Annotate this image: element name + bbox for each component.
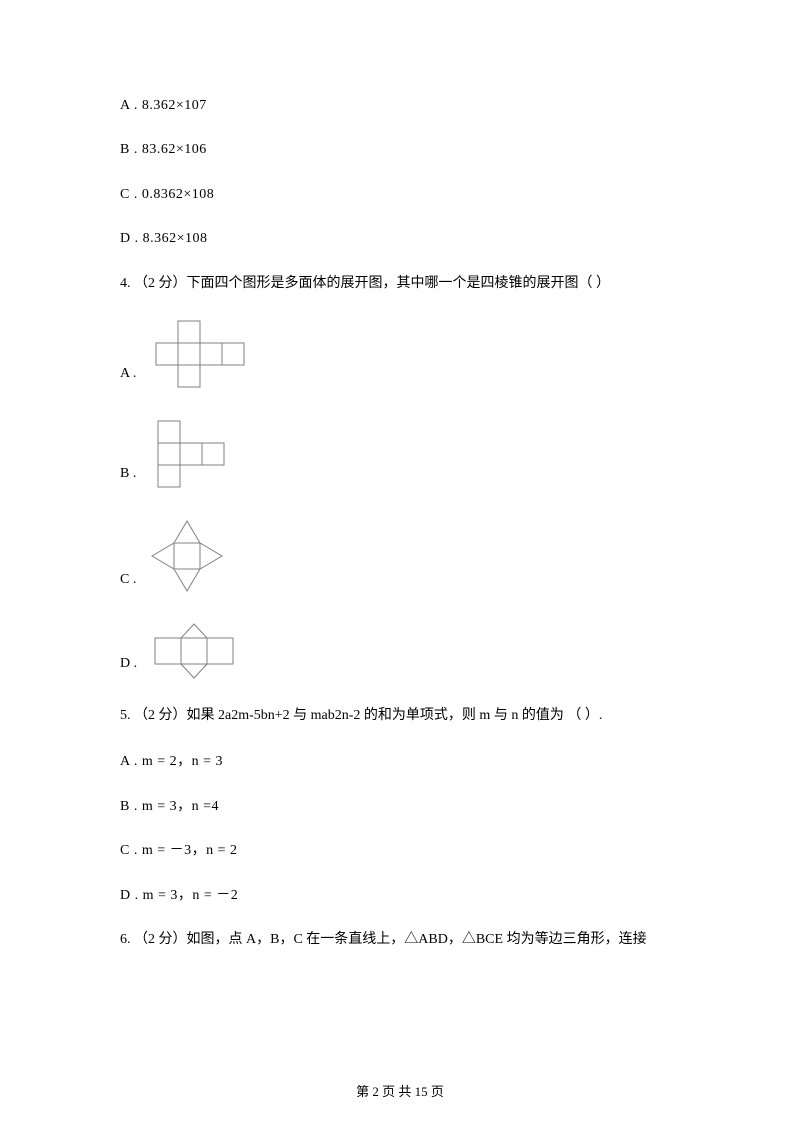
q3-option-d: D . 8.362×108 xyxy=(120,228,680,250)
q3-option-c: C . 0.8362×108 xyxy=(120,184,680,206)
q4-option-a-label: A . xyxy=(120,363,136,389)
q5-option-b: B . m = 3，n =4 xyxy=(120,796,680,818)
page-content: A . 8.362×107 B . 83.62×106 C . 0.8362×1… xyxy=(0,0,800,951)
q5-option-a: A . m = 2，n = 3 xyxy=(120,751,680,773)
q4-option-b-label: B . xyxy=(120,463,136,489)
q4-option-c-label: C . xyxy=(120,569,136,595)
q4-option-d-label: D . xyxy=(120,653,137,679)
q4-option-a: A . xyxy=(120,319,680,389)
page-footer: 第 2 页 共 15 页 xyxy=(0,1081,800,1100)
cross-net-icon xyxy=(144,319,252,389)
q6-stem: 6. （2 分）如图，点 A，B，C 在一条直线上，△ABD，△BCE 均为等边… xyxy=(120,929,680,951)
q5-option-d: D . m = 3，n = －2 xyxy=(120,885,680,907)
q5-option-c: C . m = －3，n = 2 xyxy=(120,840,680,862)
q4-option-b: B . xyxy=(120,415,680,489)
q4-stem: 4. （2 分）下面四个图形是多面体的展开图，其中哪一个是四棱锥的展开图（ ） xyxy=(120,273,680,295)
q3-option-a: A . 8.362×107 xyxy=(120,95,680,117)
q3-option-b: B . 83.62×106 xyxy=(120,139,680,161)
t-net-icon xyxy=(144,415,244,489)
q4-option-c: C . xyxy=(120,515,680,595)
prism-net-icon xyxy=(145,621,245,679)
pyramid-net-icon xyxy=(144,515,229,595)
q5-stem: 5. （2 分）如果 2a2m-5bn+2 与 mab2n-2 的和为单项式，则… xyxy=(120,705,680,727)
q4-option-d: D . xyxy=(120,621,680,679)
